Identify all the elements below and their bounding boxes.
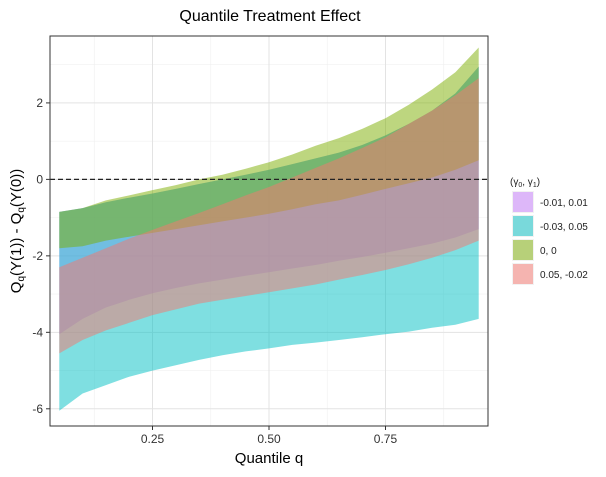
legend-label: 0, 0 [540, 246, 557, 257]
y-tick-label: -4 [32, 325, 43, 339]
y-axis-label-part: (Y(1)) - Q [8, 213, 25, 276]
legend-title: (γ0, γ1) [510, 177, 540, 189]
ribbon-band [59, 47, 479, 249]
axis-ticks: 0.25 0.50 0.75 -6 -4 -2 0 2 [32, 96, 397, 446]
legend-label: 0.05, -0.02 [540, 270, 588, 281]
plot-panel [49, 35, 489, 427]
y-axis-label-subscript: q [16, 276, 27, 282]
legend-swatch [513, 192, 533, 212]
legend-swatch [513, 216, 533, 236]
legend-swatch [513, 264, 533, 284]
y-tick-label: -2 [32, 249, 43, 263]
legend-items: -0.01, 0.01 -0.03, 0.05 0, 0 0.05, -0.02 [512, 191, 588, 285]
y-axis-label-part: Q [8, 282, 25, 294]
y-tick-label: -6 [32, 402, 43, 416]
legend: (γ0, γ1) -0.01, 0.01 -0.03, 0.05 0, 0 0.05,… [510, 177, 588, 285]
x-tick-label: 0.75 [374, 432, 398, 446]
chart-title: Quantile Treatment Effect [179, 8, 361, 25]
ribbon-bands [59, 47, 479, 411]
y-axis-label-subscript: q [16, 207, 27, 213]
x-tick-label: 0.25 [141, 432, 165, 446]
legend-swatch [513, 240, 533, 260]
y-axis-label: Qq(Y(1)) - Qq(Y(0)) [8, 169, 27, 293]
legend-label: -0.03, 0.05 [540, 222, 588, 233]
legend-label: -0.01, 0.01 [540, 198, 588, 209]
y-tick-label: 2 [36, 96, 43, 110]
ribbon-band [59, 78, 479, 354]
y-axis-label-part: (Y(0)) [8, 169, 25, 207]
x-axis-label: Quantile q [235, 450, 303, 467]
y-tick-label: 0 [36, 172, 43, 186]
x-tick-label: 0.50 [257, 432, 281, 446]
